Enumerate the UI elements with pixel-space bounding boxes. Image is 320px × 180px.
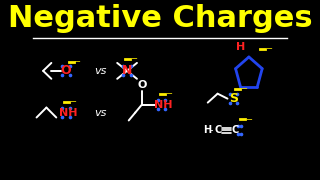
Text: NH: NH: [154, 100, 172, 110]
Text: Negative Charges: Negative Charges: [8, 4, 312, 33]
Text: NH: NH: [59, 107, 77, 118]
Text: vs: vs: [94, 66, 107, 76]
Text: −: −: [240, 84, 247, 93]
Text: S: S: [229, 92, 238, 105]
Text: -: -: [209, 125, 213, 135]
Text: C: C: [232, 125, 239, 135]
Text: C: C: [214, 125, 221, 135]
Text: −: −: [165, 89, 172, 98]
Text: H: H: [203, 125, 211, 135]
Text: H: H: [236, 42, 245, 52]
Text: −: −: [69, 97, 76, 106]
Text: −: −: [265, 44, 272, 53]
Text: N: N: [122, 64, 132, 77]
Text: −: −: [245, 115, 252, 124]
Text: O: O: [61, 64, 71, 77]
Text: vs: vs: [94, 107, 107, 118]
Text: −: −: [74, 57, 81, 66]
Text: O: O: [137, 80, 147, 90]
Text: −: −: [130, 55, 137, 64]
